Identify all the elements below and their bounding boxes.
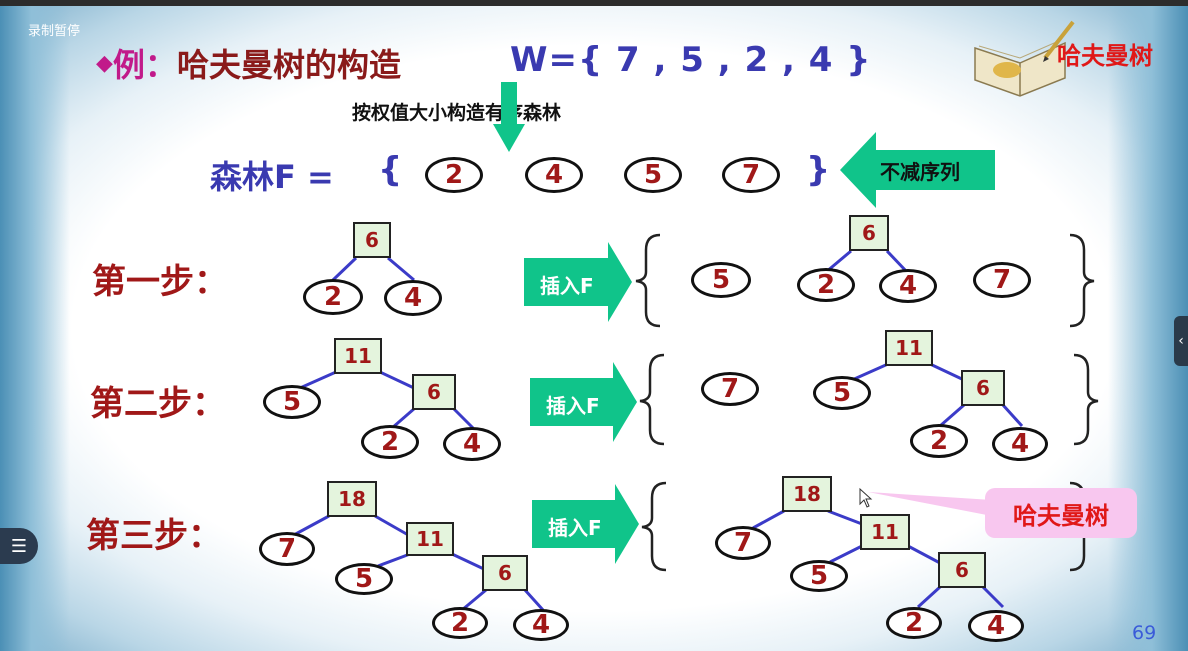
step1-label: 第一步： bbox=[92, 262, 228, 302]
slide-title: ◆例：哈夫曼树的构造 bbox=[96, 40, 401, 86]
tree-leaf-node: 2 bbox=[910, 424, 968, 458]
title-weights: W={ 7 , 5 , 2 , 4 } bbox=[510, 40, 872, 80]
mouse-cursor bbox=[859, 487, 873, 508]
step2-arrow bbox=[530, 362, 637, 442]
title-main: 哈夫曼树的构造 bbox=[176, 46, 401, 84]
page-number: 69 bbox=[1132, 622, 1157, 644]
tree-internal-node: 18 bbox=[782, 476, 832, 512]
step3-open-brace bbox=[641, 481, 667, 572]
tree-internal-node: 6 bbox=[849, 215, 889, 251]
recording-status[interactable]: 录制暂停 bbox=[28, 24, 81, 39]
tree-leaf-node: 4 bbox=[513, 609, 569, 641]
down-arrow-head bbox=[493, 124, 525, 152]
tree-internal-node: 18 bbox=[327, 481, 377, 517]
tree-leaf-node: 7 bbox=[259, 532, 315, 566]
down-arrow-shaft bbox=[501, 82, 517, 126]
callout-pointer bbox=[868, 492, 992, 516]
tree-leaf-node: 7 bbox=[973, 262, 1031, 298]
outline-menu-button[interactable]: ☰ bbox=[0, 528, 38, 564]
tree-leaf-node: 4 bbox=[443, 427, 501, 461]
tree-leaf-node: 4 bbox=[992, 427, 1048, 461]
tree-leaf-node: 5 bbox=[335, 563, 393, 595]
tree-internal-node: 6 bbox=[482, 555, 528, 591]
tree-leaf-node: 2 bbox=[361, 425, 419, 459]
step1-open-brace bbox=[635, 233, 661, 328]
tree-internal-node: 11 bbox=[334, 338, 382, 374]
tree-leaf-node: 2 bbox=[886, 607, 942, 639]
tree-leaf-node: 5 bbox=[691, 262, 751, 298]
chevron-left-icon: ‹ bbox=[1178, 333, 1184, 349]
tree-internal-node: 6 bbox=[412, 374, 456, 410]
tree-leaf-node: 4 bbox=[879, 269, 937, 303]
tree-internal-node: 11 bbox=[406, 522, 454, 556]
tree-leaf-node: 7 bbox=[715, 526, 771, 560]
tree-internal-node: 6 bbox=[353, 222, 391, 258]
forest-node: 5 bbox=[624, 157, 682, 193]
step2-open-brace bbox=[639, 353, 665, 446]
forest-open-brace: { bbox=[378, 150, 403, 190]
step3-arrow bbox=[532, 484, 639, 564]
forest-label: 森林F = bbox=[210, 158, 334, 196]
forest-node: 4 bbox=[525, 157, 583, 193]
step3-arrow-label: 插入F bbox=[548, 516, 602, 540]
step2-label: 第二步： bbox=[90, 384, 226, 424]
list-icon: ☰ bbox=[10, 535, 28, 557]
nondecreasing-arrow bbox=[840, 132, 995, 208]
step1-arrow-label: 插入F bbox=[540, 274, 594, 298]
window-top-bar bbox=[0, 0, 1188, 6]
tree-leaf-node: 5 bbox=[790, 560, 848, 592]
step3-label: 第三步： bbox=[86, 516, 222, 556]
title-prefix: 例： bbox=[112, 46, 177, 84]
title-bullet: ◆ bbox=[96, 51, 113, 76]
forest-node: 2 bbox=[425, 157, 483, 193]
tree-leaf-node: 5 bbox=[263, 385, 321, 419]
tree-internal-node: 6 bbox=[961, 370, 1005, 406]
step1-arrow bbox=[524, 242, 632, 322]
tree-leaf-node: 2 bbox=[432, 607, 488, 639]
tree-leaf-node: 5 bbox=[813, 376, 871, 410]
tree-leaf-node: 2 bbox=[797, 268, 855, 302]
tree-internal-node: 6 bbox=[938, 552, 986, 588]
tree-leaf-node: 4 bbox=[968, 610, 1024, 642]
tree-internal-node: 11 bbox=[885, 330, 933, 366]
nondecreasing-label: 不减序列 bbox=[880, 160, 960, 184]
huffman-tree-callout: 哈夫曼树 bbox=[985, 488, 1137, 538]
step1-close-brace bbox=[1069, 233, 1095, 328]
forest-close-brace: } bbox=[806, 150, 831, 190]
tree-leaf-node: 7 bbox=[701, 372, 759, 406]
tree-leaf-node: 4 bbox=[384, 280, 442, 316]
header-badge-label: 哈夫曼树 bbox=[1057, 42, 1153, 70]
step2-close-brace bbox=[1073, 353, 1099, 446]
tree-leaf-node: 2 bbox=[303, 279, 363, 315]
book-icon bbox=[974, 20, 1075, 97]
forest-node: 7 bbox=[722, 157, 780, 193]
step2-arrow-label: 插入F bbox=[546, 394, 600, 418]
tree-internal-node: 11 bbox=[860, 514, 910, 550]
side-panel-toggle[interactable]: ‹ bbox=[1174, 316, 1188, 366]
